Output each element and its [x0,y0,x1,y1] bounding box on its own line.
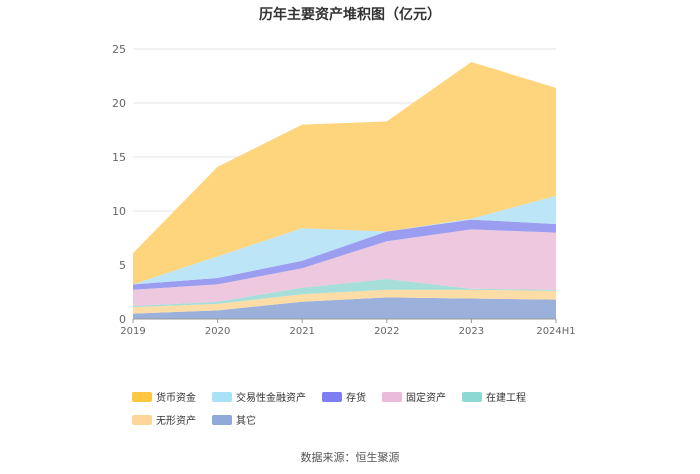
legend-label-intangible-assets: 无形资产 [156,416,196,427]
legend-swatch-construction-in-progress [462,391,482,402]
legend-label-construction-in-progress: 在建工程 [486,393,526,404]
legend-item-fixed-assets[interactable]: 固定资产 [382,389,446,404]
legend-swatch-intangible-assets [132,414,152,425]
x-tick-label: 2019 [120,326,145,337]
legend-swatch-trading-financial-assets [212,391,232,402]
legend-label-cash: 货币资金 [156,393,196,404]
legend-swatch-inventory [322,391,342,402]
legend: 货币资金 交易性金融资产 存货 固定资产 在建工程 无形资产 其它 [132,389,592,427]
area-series-0[interactable] [133,297,556,319]
legend-item-trading-financial-assets[interactable]: 交易性金融资产 [212,389,306,404]
y-tick-label: 15 [112,151,126,164]
data-source-note: 数据来源：恒生聚源 [300,451,400,464]
x-tick-label: 2022 [374,326,399,337]
x-tick-label: 2021 [289,326,314,337]
stacked-area-chart: 0 5 10 15 20 25 2019 2020 2021 2022 2023 2024H1 [112,43,576,337]
legend-swatch-other [212,414,232,425]
area-series-4[interactable] [133,219,556,290]
legend-label-inventory: 存货 [346,393,366,404]
legend-swatch-cash [132,391,152,402]
legend-label-fixed-assets: 固定资产 [406,393,446,404]
y-tick-label: 0 [119,313,126,326]
area-series-1[interactable] [133,289,556,314]
x-tick-label: 2023 [459,326,484,337]
y-tick-label: 10 [112,205,126,218]
x-tick-label: 2020 [205,326,230,337]
x-tick-label: 2024H1 [536,326,575,337]
area-series-5[interactable] [133,195,556,285]
legend-item-cash[interactable]: 货币资金 [132,389,196,404]
y-tick-label: 25 [112,43,126,56]
legend-label-other: 其它 [236,416,256,427]
legend-item-other[interactable]: 其它 [212,412,256,427]
area-series-2[interactable] [133,279,556,308]
legend-label-trading-financial-assets: 交易性金融资产 [236,393,306,404]
legend-item-inventory[interactable]: 存货 [322,389,366,404]
area-series-3[interactable] [133,229,556,306]
y-tick-label: 20 [112,97,126,110]
area-series-6[interactable] [133,62,556,285]
legend-item-construction-in-progress[interactable]: 在建工程 [462,389,526,404]
legend-item-intangible-assets[interactable]: 无形资产 [132,412,196,427]
legend-swatch-fixed-assets [382,391,402,402]
y-tick-label: 5 [119,259,126,272]
chart-title: 历年主要资产堆积图（亿元） [259,7,441,23]
